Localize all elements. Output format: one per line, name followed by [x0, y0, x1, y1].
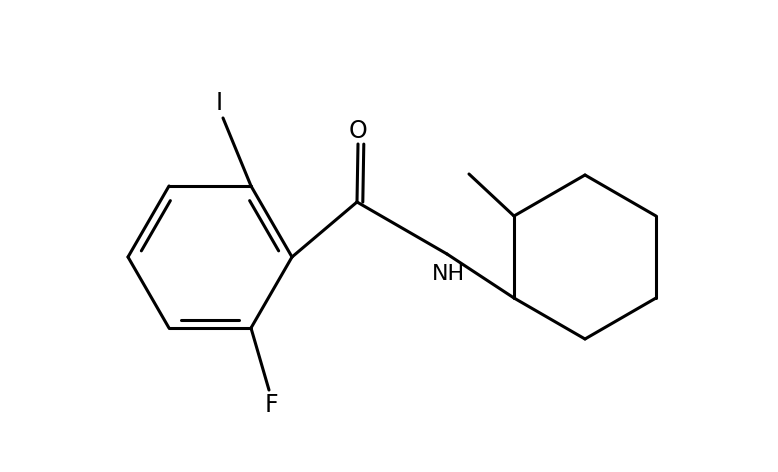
Text: NH: NH: [432, 264, 464, 284]
Text: O: O: [349, 119, 367, 143]
Text: I: I: [216, 91, 223, 115]
Text: F: F: [265, 393, 278, 417]
